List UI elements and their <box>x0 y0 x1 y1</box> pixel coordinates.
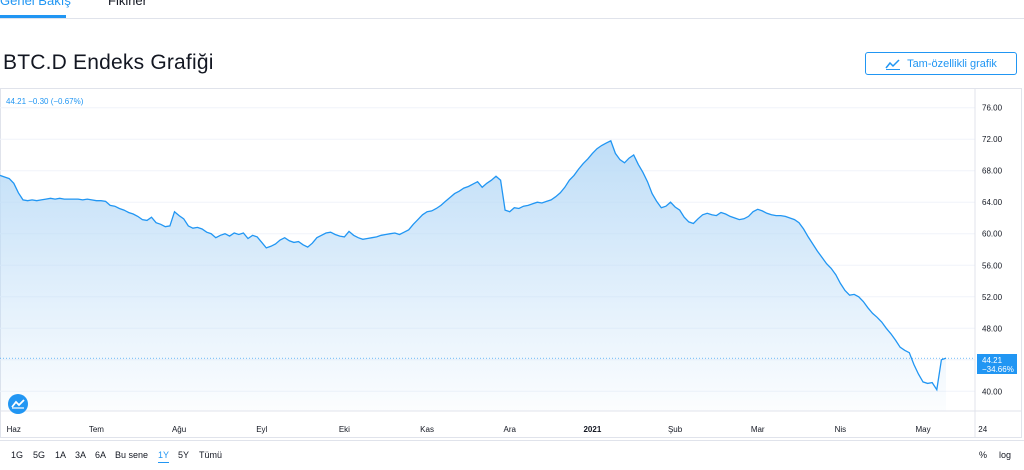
time-axis[interactable]: Haz Tem Ağu Eyl Eki Kas Ara 2021 Şub Mar Nis May 24 <box>7 425 988 434</box>
x-tick-label: Nis <box>835 425 847 434</box>
y-tick-label: 72.00 <box>982 135 1003 144</box>
y-tick-label: 64.00 <box>982 198 1003 207</box>
y-tick-label: 48.00 <box>982 324 1003 333</box>
tab-ideas[interactable]: Fikirler <box>108 0 147 8</box>
btc-dominance-chart[interactable]: 76.00 72.00 68.00 64.00 60.00 56.00 52.00 48.00… <box>0 88 1022 438</box>
last-price-badge: 44.21 −34.66% <box>977 354 1017 374</box>
log-scale-toggle[interactable]: log <box>999 450 1012 460</box>
y-tick-label: 76.00 <box>982 104 1003 113</box>
y-tick-label: 40.00 <box>982 387 1003 396</box>
x-tick-label: Mar <box>751 425 765 434</box>
range-3m[interactable]: 3A <box>75 450 87 460</box>
time-range-bar: 1G 5G 1A 3A 6A Bu sene 1Y 5Y Tümü % log <box>0 440 1024 469</box>
y-tick-label: 56.00 <box>982 261 1003 270</box>
x-tick-label: May <box>915 425 930 434</box>
tab-overview[interactable]: Genel Bakış <box>0 0 71 8</box>
x-tick-label: Şub <box>668 425 683 434</box>
x-tick-label: 24 <box>978 425 987 434</box>
x-tick-label: Tem <box>89 425 104 434</box>
x-tick-label: Eki <box>339 425 350 434</box>
range-1d[interactable]: 1G <box>11 450 24 460</box>
range-5d[interactable]: 5G <box>33 450 46 460</box>
range-1y[interactable]: 1Y <box>158 450 170 463</box>
range-ytd[interactable]: Bu sene <box>115 450 149 460</box>
range-1m[interactable]: 1A <box>55 450 67 460</box>
x-tick-label: 2021 <box>583 425 601 434</box>
full-featured-chart-label: Tam-özellikli grafik <box>907 57 997 70</box>
last-price-value: 44.21 <box>982 356 1003 365</box>
x-tick-label: Eyl <box>256 425 267 434</box>
price-axis[interactable]: 76.00 72.00 68.00 64.00 60.00 56.00 52.00 48.00… <box>982 104 1003 397</box>
tradingview-logo[interactable] <box>8 394 28 414</box>
range-5y[interactable]: 5Y <box>178 450 190 460</box>
percent-scale-toggle[interactable]: % <box>979 450 988 460</box>
chart-line-icon <box>885 58 901 70</box>
range-6m[interactable]: 6A <box>95 450 107 460</box>
x-tick-label: Ara <box>504 425 517 434</box>
y-tick-label: 52.00 <box>982 293 1003 302</box>
y-tick-label: 60.00 <box>982 230 1003 239</box>
x-tick-label: Kas <box>420 425 434 434</box>
price-line <box>0 139 947 392</box>
price-area-fill <box>0 140 946 412</box>
tab-bar: Genel Bakış Fikirler <box>0 0 1024 19</box>
y-tick-label: 68.00 <box>982 167 1003 176</box>
price-legend: 44.21 −0.30 (−0.67%) <box>6 97 84 106</box>
last-price-change: −34.66% <box>982 365 1014 374</box>
full-featured-chart-button[interactable]: Tam-özellikli grafik <box>865 52 1017 75</box>
x-tick-label: Ağu <box>172 425 186 434</box>
x-tick-label: Haz <box>7 425 21 434</box>
page-title: BTC.D Endeks Grafiği <box>3 51 214 74</box>
active-tab-indicator <box>0 15 66 18</box>
range-all[interactable]: Tümü <box>199 450 223 460</box>
